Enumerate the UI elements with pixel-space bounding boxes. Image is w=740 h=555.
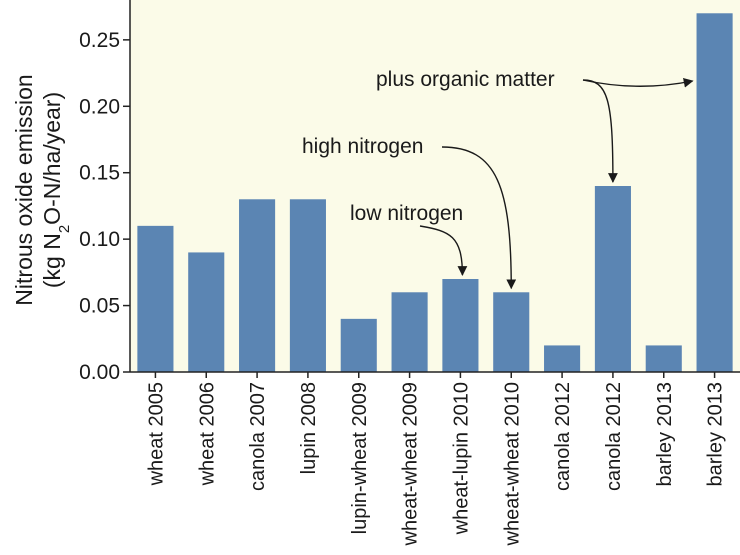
y-tick-label: 0.20 <box>79 95 120 118</box>
x-tick-label: canola 2007 <box>247 382 269 491</box>
y-axis-title-units: (kg N2O-N/ha/year) <box>39 92 73 288</box>
x-axis: wheat 2005 wheat 2006 canola 2007 lupin 200… <box>130 371 740 546</box>
y-tick-label: 0.00 <box>79 361 120 384</box>
x-tick-label: canola 2012 <box>603 382 625 491</box>
bar <box>289 199 326 372</box>
bar <box>188 252 225 372</box>
bar <box>239 199 276 372</box>
x-tick-label: lupin-wheat 2009 <box>349 382 371 534</box>
x-tick-label: canola 2012 <box>552 382 574 491</box>
annotation-arrow <box>441 146 517 290</box>
annotation-high-nitrogen: high nitrogen <box>302 135 423 158</box>
bar <box>544 345 581 372</box>
annotation-arrow <box>419 225 468 276</box>
y-tick-label: 0.05 <box>79 295 120 318</box>
plot-area <box>130 0 740 372</box>
x-tick-label: wheat 2006 <box>196 382 218 486</box>
bar <box>594 186 631 372</box>
annotation-low-nitrogen: low nitrogen <box>350 202 463 225</box>
y-tick-label: 0.15 <box>79 162 120 185</box>
bar <box>391 292 428 372</box>
x-tick-label: barley 2013 <box>705 382 727 487</box>
x-tick-label: wheat 2005 <box>145 382 167 486</box>
bar <box>340 318 377 372</box>
bar <box>696 13 733 373</box>
y-tick-label: 0.10 <box>79 228 120 251</box>
x-tick-label: wheat-wheat 2009 <box>400 382 422 546</box>
x-tick-label: barley 2013 <box>654 382 676 487</box>
x-tick-label: wheat-lupin 2010 <box>450 382 472 535</box>
annotations <box>419 77 694 290</box>
x-tick-label: wheat-wheat 2010 <box>501 382 523 546</box>
annotation-organic: plus organic matter <box>376 68 555 91</box>
y-axis: 0.00 0.05 0.10 0.15 0.20 0.25 <box>79 0 131 384</box>
bar <box>493 292 530 372</box>
bars-group <box>137 13 733 373</box>
annotation-arrow <box>582 77 694 88</box>
bar <box>645 345 682 372</box>
y-axis-title: Nitrous oxide emission <box>11 74 37 305</box>
y-tick-label: 0.25 <box>79 29 120 52</box>
x-tick-label: lupin 2008 <box>298 382 320 474</box>
bar <box>442 279 479 372</box>
bar <box>137 225 174 372</box>
